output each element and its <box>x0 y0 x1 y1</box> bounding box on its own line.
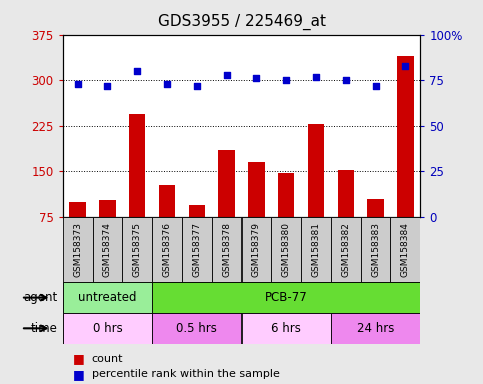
Bar <box>63 282 152 313</box>
Bar <box>331 217 361 282</box>
Bar <box>390 217 420 282</box>
Text: GSM158374: GSM158374 <box>103 222 112 277</box>
Bar <box>271 217 301 282</box>
Text: GSM158380: GSM158380 <box>282 222 291 277</box>
Point <box>282 77 290 83</box>
Text: GSM158383: GSM158383 <box>371 222 380 277</box>
Point <box>163 81 171 87</box>
Point <box>223 72 230 78</box>
Text: PCB-77: PCB-77 <box>265 291 308 304</box>
Point <box>253 75 260 81</box>
Bar <box>152 282 420 313</box>
Bar <box>129 114 145 217</box>
Text: GSM158375: GSM158375 <box>133 222 142 277</box>
Bar <box>93 217 122 282</box>
Bar <box>152 217 182 282</box>
Bar <box>242 217 271 282</box>
Text: GSM158373: GSM158373 <box>73 222 82 277</box>
Point <box>193 83 201 89</box>
Bar <box>338 170 354 217</box>
Text: GSM158378: GSM158378 <box>222 222 231 277</box>
Point <box>133 68 141 74</box>
Text: untreated: untreated <box>78 291 137 304</box>
Text: GSM158384: GSM158384 <box>401 222 410 277</box>
Bar <box>278 172 294 217</box>
Text: ■: ■ <box>72 353 84 366</box>
Bar <box>122 217 152 282</box>
Point <box>312 73 320 79</box>
Bar <box>70 202 86 217</box>
Text: 24 hrs: 24 hrs <box>357 322 394 335</box>
Text: GSM158377: GSM158377 <box>192 222 201 277</box>
Bar <box>152 313 242 344</box>
Bar <box>63 217 93 282</box>
Point <box>372 83 380 89</box>
Bar <box>248 162 265 217</box>
Text: agent: agent <box>24 291 58 304</box>
Text: GSM158379: GSM158379 <box>252 222 261 277</box>
Point <box>342 77 350 83</box>
Text: percentile rank within the sample: percentile rank within the sample <box>92 369 280 379</box>
Bar <box>99 200 115 217</box>
Bar <box>182 217 212 282</box>
Bar <box>159 185 175 217</box>
Text: ■: ■ <box>72 368 84 381</box>
Bar <box>368 199 384 217</box>
Point <box>74 81 82 87</box>
Text: 0.5 hrs: 0.5 hrs <box>176 322 217 335</box>
Text: GSM158381: GSM158381 <box>312 222 320 277</box>
Bar <box>212 217 242 282</box>
Point <box>401 63 409 69</box>
Text: GDS3955 / 225469_at: GDS3955 / 225469_at <box>157 13 326 30</box>
Bar <box>301 217 331 282</box>
Text: 6 hrs: 6 hrs <box>271 322 301 335</box>
Bar <box>218 150 235 217</box>
Bar <box>63 313 152 344</box>
Bar <box>361 217 390 282</box>
Text: 0 hrs: 0 hrs <box>93 322 122 335</box>
Bar <box>331 313 420 344</box>
Text: count: count <box>92 354 123 364</box>
Bar <box>242 313 331 344</box>
Text: GSM158382: GSM158382 <box>341 222 350 277</box>
Point <box>104 83 112 89</box>
Bar <box>189 205 205 217</box>
Text: time: time <box>31 322 58 335</box>
Bar <box>397 56 413 217</box>
Text: GSM158376: GSM158376 <box>163 222 171 277</box>
Bar <box>308 124 324 217</box>
